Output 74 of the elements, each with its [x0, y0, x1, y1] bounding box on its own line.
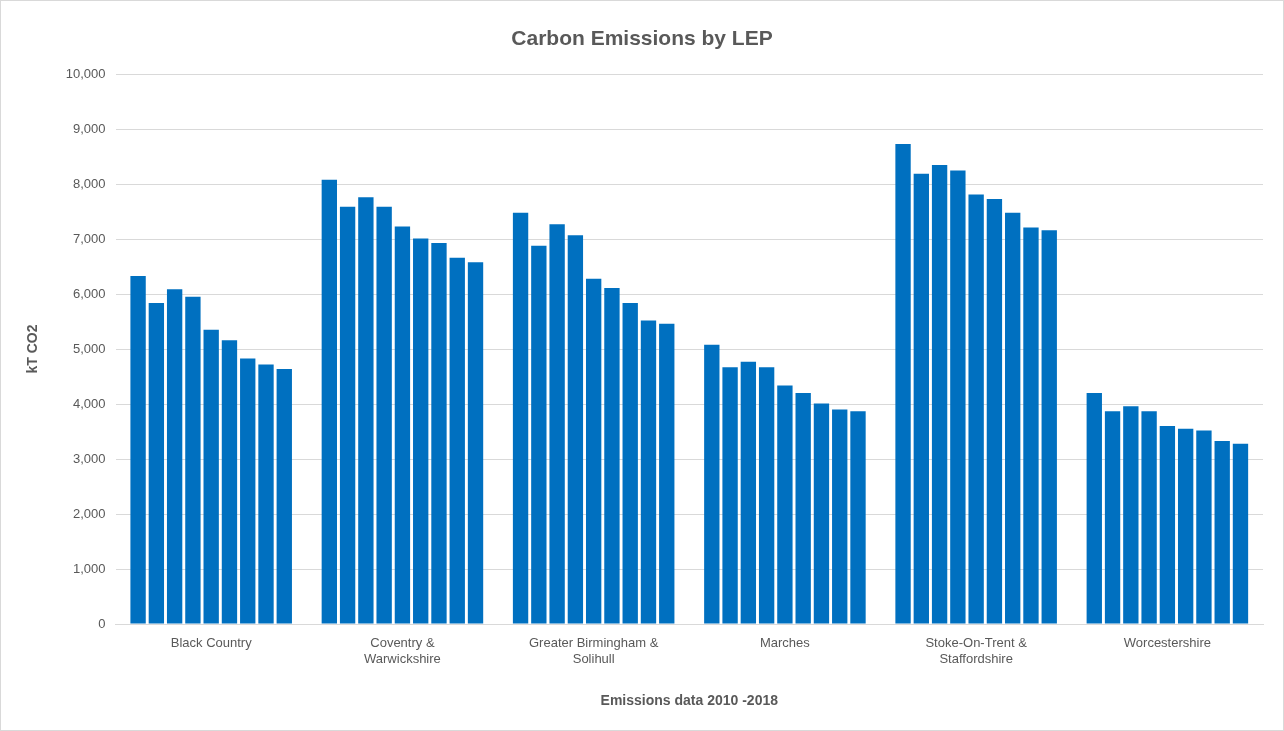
bar	[895, 144, 911, 624]
bar	[813, 403, 830, 624]
bar	[659, 323, 675, 624]
x-tick-label: Black Country	[170, 635, 253, 651]
y-tick-label: 10,000	[65, 65, 106, 81]
bar	[604, 288, 620, 624]
bar	[449, 257, 465, 624]
bar	[203, 329, 219, 624]
y-tick-label: 9,000	[73, 120, 106, 136]
y-tick-label: 3,000	[73, 450, 106, 466]
bar	[567, 235, 584, 624]
bar	[431, 242, 447, 624]
bar	[931, 164, 948, 624]
bar	[1023, 227, 1039, 624]
bar	[585, 278, 602, 624]
y-tick-label: 2,000	[73, 505, 106, 521]
bar	[358, 197, 374, 624]
y-tick-label: 6,000	[73, 285, 106, 301]
bar	[1041, 230, 1057, 624]
bar	[1123, 406, 1139, 624]
bar	[704, 344, 720, 624]
y-tick-label: 7,000	[73, 230, 106, 246]
x-tick-label: Greater Birmingham & Solihull	[529, 635, 659, 666]
bar	[795, 393, 811, 624]
bar	[758, 367, 775, 624]
bar	[276, 368, 292, 624]
bar	[640, 320, 657, 624]
bar	[1141, 411, 1157, 624]
bar	[394, 226, 411, 624]
bar	[413, 238, 429, 624]
bar	[531, 245, 547, 624]
bar	[1214, 440, 1230, 624]
bar	[850, 411, 866, 624]
bar	[777, 385, 793, 624]
bar	[221, 340, 238, 624]
bar	[166, 289, 183, 624]
bar	[1086, 393, 1102, 624]
bar	[1232, 443, 1249, 624]
x-tick-label: Marches	[759, 635, 811, 651]
bar	[622, 302, 638, 624]
bar	[1159, 426, 1176, 624]
bar	[1196, 430, 1212, 624]
bar	[130, 275, 146, 624]
bar	[185, 296, 201, 624]
y-tick-label: 4,000	[73, 395, 106, 411]
bar	[258, 364, 274, 624]
y-tick-label: 5,000	[73, 340, 106, 356]
bar	[1104, 411, 1121, 624]
bar	[549, 224, 565, 624]
y-axis-title: kT CO2	[24, 324, 41, 374]
bar	[1177, 428, 1194, 624]
bar	[968, 194, 984, 624]
x-axis-title: Emissions data 2010 -2018	[600, 692, 779, 709]
bar	[986, 199, 1003, 624]
bar	[950, 170, 966, 624]
x-tick-label: Coventry & Warwickshire	[364, 635, 441, 666]
bar	[832, 409, 848, 624]
bar	[321, 179, 337, 624]
y-tick-label: 8,000	[73, 175, 106, 191]
y-tick-label: 0	[98, 615, 106, 631]
bar	[376, 206, 392, 624]
bar	[240, 358, 256, 624]
bar	[148, 302, 165, 624]
bar	[512, 212, 529, 624]
bar	[740, 361, 757, 624]
bar	[467, 262, 484, 624]
y-tick-label: 1,000	[73, 560, 106, 576]
bar	[1005, 212, 1021, 624]
x-tick-label: Stoke-On-Trent & Staffordshire	[925, 635, 1028, 666]
bar	[339, 206, 356, 624]
chart-title: Carbon Emissions by LEP	[511, 26, 773, 50]
bar	[913, 173, 929, 624]
bar	[722, 367, 738, 624]
x-tick-label: Worcestershire	[1123, 635, 1211, 651]
